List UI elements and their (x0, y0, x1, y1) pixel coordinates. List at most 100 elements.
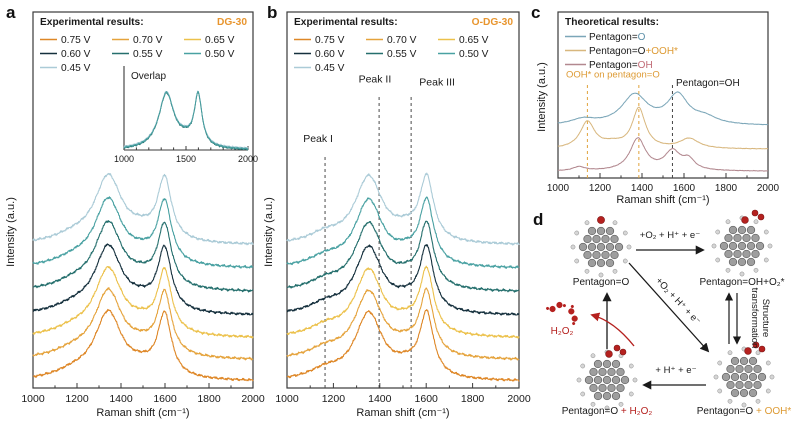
spectrum-0.50-V (286, 196, 520, 269)
carbon-atom (726, 380, 735, 390)
spectrum-0.50-V (123, 90, 249, 150)
carbon-atom (620, 375, 630, 385)
hydrogen-atom (590, 401, 596, 407)
hydrogen-atom (717, 388, 723, 394)
hydrogen-atom (584, 220, 590, 226)
hydrogen-atom (628, 363, 634, 369)
spectrum-0.55-V (286, 220, 520, 293)
carbon-atom (602, 375, 612, 385)
carbon-atom (751, 233, 760, 243)
carbon-atom (728, 257, 738, 267)
carbon-atom (733, 249, 742, 259)
annotation: Peak II (359, 74, 392, 86)
carbon-atom (587, 226, 597, 236)
spectrum-0.60-V (286, 244, 520, 316)
hydrogen-atom (765, 388, 771, 394)
hydrogen-atom (725, 267, 731, 273)
arrow-bottom-label: + H⁺ + e⁻ (655, 365, 696, 376)
carbon-atom (737, 241, 747, 251)
hydrogen-atom (632, 377, 638, 383)
carbon-atom (616, 367, 625, 377)
x-tick-label: 1000 (114, 154, 134, 164)
hydrogen-atom (570, 244, 576, 250)
h2o2-molecule (546, 301, 566, 313)
carbon-atom (753, 380, 762, 390)
spectrum-0.45-V (32, 172, 254, 246)
hydrogen-atom (622, 230, 628, 236)
spectrum-Pentagon=O (557, 91, 769, 126)
carbon-atom (748, 356, 758, 366)
carbon-atom (611, 359, 621, 369)
carbon-atom (733, 233, 742, 243)
carbon-atom (742, 233, 751, 243)
oxygen-atom (619, 348, 627, 356)
spectrum-0.75-V (32, 308, 254, 382)
carbon-atom (610, 250, 619, 260)
hydrogen-atom (727, 350, 733, 356)
oxygen-atom (597, 216, 605, 224)
molecule-ooh (713, 341, 775, 408)
carbon-atom (607, 383, 616, 393)
x-axis-title: Raman shift (cm⁻¹) (356, 407, 449, 419)
carbon-atom (744, 380, 753, 390)
carbon-atom (748, 388, 758, 398)
carbon-atom (596, 258, 606, 268)
x-tick-label: 1200 (65, 393, 89, 405)
legend-title: Experimental results: (294, 17, 398, 28)
carbon-atom (730, 372, 740, 382)
h2o2-label: H₂O₂ (551, 326, 574, 337)
panel-b-label: b (267, 3, 278, 22)
carbon-atom (596, 242, 606, 252)
molecule-ooh2 (576, 344, 638, 411)
legend-entry-label: 0.65 V (459, 35, 489, 46)
hydrogen-atom (763, 257, 769, 263)
spectrum-0.50-V (32, 196, 254, 269)
carbon-atom (730, 388, 740, 398)
oxygen-atom (741, 216, 749, 224)
legend-entry-label: 0.75 V (315, 35, 345, 46)
x-tick-label: 2000 (757, 183, 780, 194)
carbon-atom (614, 242, 624, 252)
hydrogen-atom (580, 391, 586, 397)
oxygen-atom (757, 213, 765, 221)
pentagon-o-ooh-label: Pentagon=O + OOH* (697, 406, 792, 417)
oxygen-atom (758, 345, 766, 353)
carbon-atom (592, 234, 601, 244)
x-tick-label: 1000 (21, 393, 45, 405)
legend-entry-label: 0.60 V (315, 49, 345, 60)
carbon-atom (719, 241, 729, 251)
legend-entry-label: 0.50 V (459, 49, 489, 60)
carbon-atom (598, 367, 607, 377)
pentagon-oh-o2-label: Pentagon=OH+O₂* (699, 277, 784, 288)
panel-c-label: c (531, 3, 541, 22)
carbon-atom (728, 225, 738, 235)
legend-entry-label: Pentagon=O (589, 32, 646, 43)
x-axis-title: Raman shift (cm⁻¹) (616, 194, 709, 206)
spectrum-0.70-V (286, 287, 520, 361)
x-tick-label: 1600 (673, 183, 696, 194)
hydrogen-atom (715, 229, 721, 235)
legend-entry-label: Pentagon=O+OOH* (589, 46, 678, 57)
spectrum-0.75-V (286, 309, 520, 382)
x-tick-label: 1000 (547, 183, 570, 194)
carbon-atom (601, 234, 610, 244)
y-axis-title: Intensity (a.u.) (536, 62, 548, 132)
hydrogen-atom (622, 258, 628, 264)
oxygen-atom (744, 347, 752, 355)
hydrogen-atom (717, 360, 723, 366)
y-axis-title: Intensity (a.u.) (263, 197, 275, 267)
carbon-atom (610, 234, 619, 244)
carbon-atom (757, 372, 767, 382)
carbon-atom (602, 359, 612, 369)
sample-name: DG-30 (217, 17, 247, 28)
inset-title: Overlap (131, 71, 166, 82)
molecule-oh_o2 (711, 209, 773, 277)
carbon-atom (593, 375, 603, 385)
x-tick-label: 1800 (715, 183, 738, 194)
panel-d-scheme: Pentagon=O Pentagon=OH+O₂* Pentagon=O + OO… (546, 209, 792, 417)
hydrogen-atom (753, 267, 759, 273)
carbon-atom (724, 233, 733, 243)
hydrogen-atom (725, 219, 731, 225)
hydrogen-atom (769, 374, 775, 380)
